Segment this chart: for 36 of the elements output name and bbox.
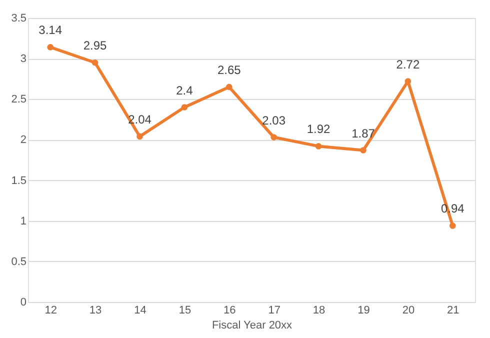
point [47,44,54,50]
data-label: 2.65 [217,62,242,77]
data-label: 2.03 [262,113,286,128]
x-tick-label: 14 [134,304,146,316]
data-label: 2.95 [83,38,108,53]
y-tick-label: 2 [20,134,26,146]
point [226,84,232,90]
point [270,134,278,140]
data-label: 3.14 [38,23,62,38]
point [449,222,456,229]
point [92,59,98,66]
data-label: 1.92 [306,122,331,136]
x-tick-label: 12 [44,304,57,316]
y-tick-label: 3.5 [11,12,26,24]
point [181,104,188,110]
x-tick-label: 16 [224,304,236,316]
point [315,143,322,150]
x-tick-label: 13 [89,304,102,316]
y-tick-label: 0.5 [11,256,26,268]
x-axis-title: Fiscal Year 20xx [212,320,293,332]
x-tick-label: 18 [312,304,326,316]
y-tick-label: 2.5 [11,94,26,106]
x-tick-label: 17 [268,304,280,316]
y-tick-label: 0 [20,296,26,308]
y-tick-label: 1 [20,215,26,228]
x-tick-label: 19 [358,304,370,316]
data-label: 2.4 [176,83,194,98]
x-tick-label: 15 [178,304,192,316]
point [404,78,412,84]
y-tick-label: 1.5 [11,174,26,187]
x-tick-label: 20 [402,304,415,316]
data-label: 2.72 [396,57,420,72]
point [360,147,366,154]
point [136,133,143,140]
x-tick-label: 21 [447,304,460,316]
y-tick-label: 3 [20,53,26,66]
